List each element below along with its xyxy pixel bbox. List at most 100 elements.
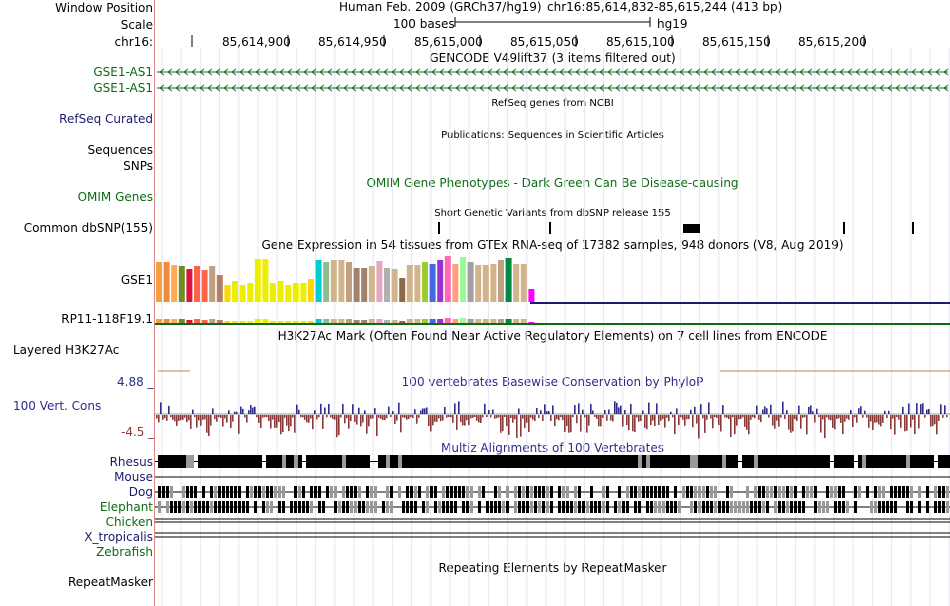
gencode-chevron <box>463 84 469 92</box>
multiz-block <box>254 455 258 468</box>
phylop-neg-bar <box>410 415 412 418</box>
gencode-chevron <box>855 68 861 76</box>
phylop-pos-bar <box>422 408 424 414</box>
multiz-block <box>262 486 265 498</box>
dbsnp-label[interactable]: Common dbSNP(155) <box>23 221 153 235</box>
gtex-title[interactable]: Gene Expression in 54 tissues from GTEx … <box>261 238 844 252</box>
multiz-block <box>350 501 353 513</box>
gtex-bar-small <box>399 321 406 323</box>
gtex-bar <box>209 266 216 302</box>
gencode-chevron <box>943 84 949 92</box>
phylop-pos-bar <box>298 409 300 414</box>
gtex-bar <box>262 259 269 302</box>
multiz-block <box>838 455 842 468</box>
multiz-block <box>362 501 365 513</box>
refseq-label[interactable]: RefSeq Curated <box>59 112 153 126</box>
multiz-block <box>890 501 893 513</box>
phylop-neg-bar <box>276 415 278 428</box>
multiz-block <box>158 455 162 468</box>
phylop-neg-bar <box>334 415 336 420</box>
scale-label: Scale <box>120 18 153 32</box>
species-dog[interactable]: Dog <box>128 485 153 499</box>
refseq-title[interactable]: RefSeq genes from NCBI <box>491 98 614 109</box>
gtex-bar <box>513 264 520 302</box>
h3k27-label[interactable]: Layered H3K27Ac <box>13 343 120 357</box>
phylop-neg-bar <box>452 415 454 423</box>
multiz-block <box>806 486 809 498</box>
multiz-block <box>542 486 545 498</box>
omim-title[interactable]: OMIM Gene Phenotypes - Dark Green Can Be… <box>366 176 739 190</box>
phylop-pos-bar <box>248 410 250 414</box>
gencode-item[interactable]: GSE1-AS1 <box>93 81 153 95</box>
h3k27-title[interactable]: H3K27Ac Mark (Often Found Near Active Re… <box>277 329 828 343</box>
multiz-block <box>366 455 370 468</box>
species-xtropicalis[interactable]: X_tropicalis <box>84 530 153 544</box>
multiz-block <box>406 455 410 468</box>
gencode-chevron <box>615 68 621 76</box>
repeat-title[interactable]: Repeating Elements by RepeatMasker <box>438 561 667 575</box>
gtex-gene-label[interactable]: GSE1 <box>120 273 153 287</box>
gtex-bar <box>414 265 421 302</box>
phylop-neg-bar <box>562 415 564 421</box>
multiz-block <box>758 455 762 468</box>
multiz-title[interactable]: Multiz Alignments of 100 Vertebrates <box>440 441 665 455</box>
multiz-block <box>910 501 913 513</box>
multiz-block <box>354 486 357 498</box>
species-rhesus[interactable]: Rhesus <box>109 455 153 469</box>
gtex-bar <box>353 268 360 302</box>
multiz-block <box>546 455 550 468</box>
gencode-chevron <box>655 84 661 92</box>
multiz-block <box>906 486 909 498</box>
phylop-neg-bar <box>508 415 510 435</box>
repeat-label[interactable]: RepeatMasker <box>67 575 153 589</box>
omim-label[interactable]: OMIM Genes <box>77 190 153 204</box>
publications-title[interactable]: Publications: Sequences in Scientific Ar… <box>441 130 664 141</box>
phylop-neg-bar <box>576 415 578 424</box>
species-zebrafish[interactable]: Zebrafish <box>96 545 153 559</box>
species-mouse[interactable]: Mouse <box>114 470 153 484</box>
phylop-neg-bar <box>502 415 504 432</box>
species-chicken[interactable]: Chicken <box>105 515 153 529</box>
dbsnp-title[interactable]: Short Genetic Variants from dbSNP releas… <box>434 208 671 219</box>
multiz-block <box>470 486 473 498</box>
gencode-title[interactable]: GENCODE V49lift37 (3 items filtered out) <box>429 51 676 65</box>
phylop-title[interactable]: 100 vertebrates Basewise Conservation by… <box>401 375 704 389</box>
multiz-block <box>338 455 342 468</box>
snps-label[interactable]: SNPs <box>123 159 153 173</box>
tick-label: 85,615,100 <box>606 35 675 49</box>
gencode-chevron <box>327 68 333 76</box>
phylop-pos-bar <box>850 410 852 414</box>
phylop-neg-bar <box>158 415 160 423</box>
multiz-block <box>486 455 490 468</box>
gencode-chevron <box>847 68 853 76</box>
multiz-block <box>818 455 822 468</box>
phylop-neg-bar <box>870 415 872 422</box>
gtex-gene-label[interactable]: RP11-118F19.1 <box>61 312 153 326</box>
phylop-neg-bar <box>220 415 222 418</box>
position-readout[interactable]: chr16:85,614,832-85,615,244 (413 bp) <box>547 0 783 14</box>
species-elephant[interactable]: Elephant <box>99 500 153 514</box>
gencode-chevron <box>591 84 597 92</box>
multiz-block <box>158 501 161 513</box>
multiz-block <box>266 455 270 468</box>
phylop-label[interactable]: 100 Vert. Cons <box>13 399 102 413</box>
gencode-chevron <box>711 84 717 92</box>
gtex-bar <box>270 283 276 302</box>
multiz-block <box>678 501 681 513</box>
gencode-chevron <box>271 68 277 76</box>
phylop-pos-bar <box>694 406 696 414</box>
gencode-item[interactable]: GSE1-AS1 <box>93 65 153 79</box>
multiz-block <box>734 501 737 513</box>
multiz-block <box>202 486 205 498</box>
multiz-block <box>398 455 402 468</box>
multiz-block <box>618 486 621 498</box>
phylop-neg-bar <box>802 415 804 418</box>
phylop-neg-bar <box>412 415 414 418</box>
multiz-block <box>318 486 321 498</box>
phylop-pos-bar <box>860 406 862 414</box>
multiz-block <box>482 455 486 468</box>
phylop-neg-bar <box>580 415 582 432</box>
multiz-block <box>162 486 165 498</box>
gtex-bar <box>247 283 254 302</box>
sequences-label[interactable]: Sequences <box>87 143 153 157</box>
